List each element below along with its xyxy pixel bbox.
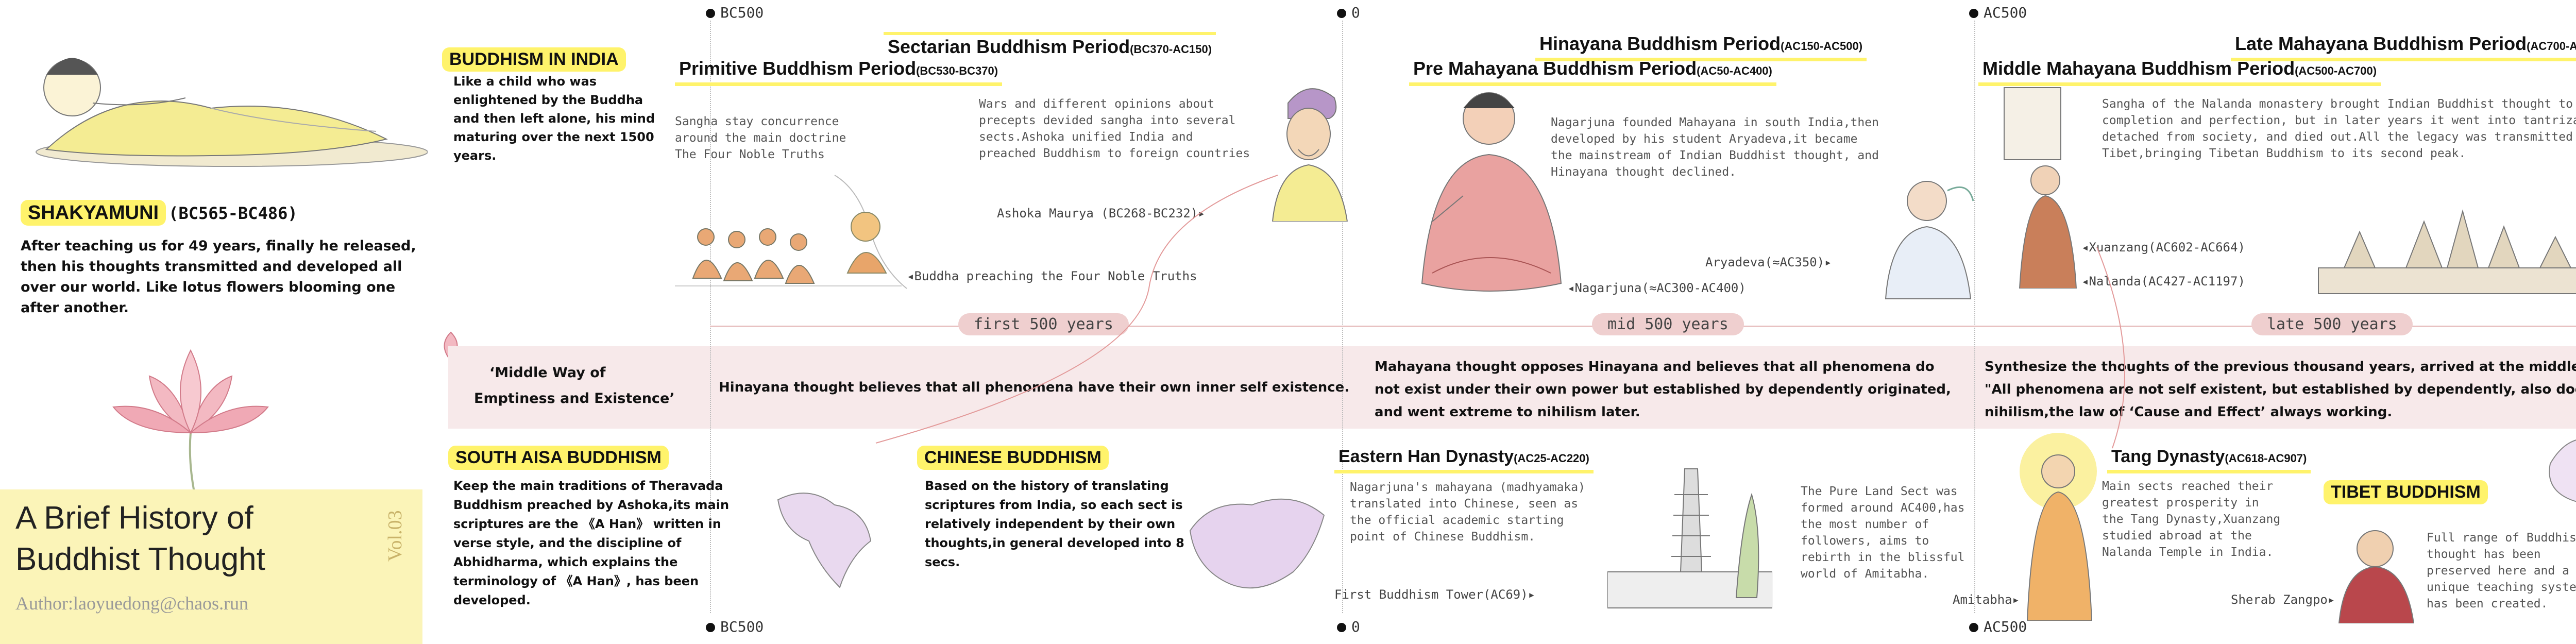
nagarjuna-illustration <box>1401 77 1577 299</box>
timeline-bottom-bc500: BC500 <box>706 618 764 635</box>
amitabha-illustration <box>2009 430 2107 621</box>
timeline-bottom-0: 0 <box>1337 618 1360 635</box>
shakyamuni-name: SHAKYAMUNI <box>21 200 166 226</box>
india-text: Like a child who was enlightened by the … <box>453 74 655 163</box>
tower-caption: First Buddhism Tower(AC69)▸ <box>1334 587 1536 602</box>
chinese-text: Based on the history of translating scri… <box>925 479 1184 569</box>
buddha-preaching-illustration <box>665 170 912 294</box>
ashoka-caption: Ashoka Maurya (BC268-BC232)▸ <box>997 206 1206 221</box>
middle-way-band <box>448 346 2576 429</box>
lotus-illustration <box>93 330 289 500</box>
nagarjuna-note: Nagarjuna founded Mahayana in south Indi… <box>1551 116 1879 179</box>
nalanda-caption: ◂Nalanda(AC427-AC1197) <box>2081 274 2245 289</box>
timeline-bottom-ac500: AC500 <box>1969 618 2027 635</box>
eastern-han-header: Eastern Han Dynasty(AC25-AC220) <box>1334 446 1594 473</box>
era-late: late 500 years <box>2251 313 2413 335</box>
shakyamuni-header: SHAKYAMUNI (BC565-BC486) <box>21 200 298 226</box>
period-primitive: Primitive Buddhism Period(BC530-BC370) <box>675 57 1003 86</box>
sherab-illustration <box>2329 520 2421 624</box>
period-late-mahayana: Late Mahayana Buddhism Period(AC700-AC10… <box>2231 32 2576 61</box>
ashoka-illustration <box>1257 72 1360 222</box>
south-asia-map <box>762 479 886 598</box>
sangha-note: Sangha stay concurrence around the main … <box>675 115 846 161</box>
india-label: BUDDHISM IN INDIA <box>442 47 626 72</box>
synthesize-thought: Synthesize the thoughts of the previous … <box>1985 359 2576 420</box>
tibet-label: TIBET BUDDHISM <box>2324 480 2488 504</box>
chinese-label: CHINESE BUDDHISM <box>917 446 1109 470</box>
tang-header: Tang Dynasty(AC618-AC907) <box>2107 446 2311 473</box>
eastern-han-text: Nagarjuna's mahayana (madhyamaka) transl… <box>1350 481 1585 544</box>
nalanda-note: Sangha of the Nalanda monastery brought … <box>2102 97 2576 160</box>
title-line-1: A Brief History of <box>15 500 253 536</box>
period-middle-mahayana: Middle Mahayana Buddhism Period(AC500-AC… <box>1978 57 2381 86</box>
period-pre-mahayana: Pre Mahayana Buddhism Period(AC50-AC400) <box>1409 57 1776 86</box>
south-asia-text: Keep the main traditions of Theravada Bu… <box>453 479 730 607</box>
middle-way-line-2: Emptiness and Existence’ <box>474 391 675 406</box>
era-mid: mid 500 years <box>1592 313 1744 335</box>
tang-text: Main sects reached their greatest prospe… <box>2102 480 2281 559</box>
divider-line-1 <box>710 21 711 613</box>
tibet-map <box>2535 417 2576 520</box>
shakyamuni-text: After teaching us for 49 years, finally … <box>21 238 416 316</box>
nagarjuna-caption: ◂Nagarjuna(≈AC300-AC400) <box>1567 281 1746 295</box>
china-map <box>1180 484 1334 603</box>
divider-line-3 <box>1974 21 1975 613</box>
author: Author:laoyuedong@chaos.run <box>15 593 249 614</box>
aryadeva-caption: Aryadeva(≈AC350)▸ <box>1705 255 1832 269</box>
pure-land-text: The Pure Land Sect was formed around AC4… <box>1801 485 1965 581</box>
reclining-buddha-illustration <box>15 21 428 175</box>
divider-line-2 <box>1342 21 1343 613</box>
title-panel: A Brief History of Buddhist Thought Auth… <box>0 489 422 644</box>
era-first: first 500 years <box>958 313 1129 335</box>
middle-way-line-1: ‘Middle Way of <box>489 365 606 381</box>
aryadeva-illustration <box>1870 170 1984 309</box>
mahayana-thought: Mahayana thought opposes Hinayana and be… <box>1375 359 1951 420</box>
timeline-top-ac500: AC500 <box>1969 4 2027 21</box>
amitabha-caption: Amitabha▸ <box>1953 592 2020 607</box>
xuanzang-illustration <box>1989 77 2092 289</box>
period-hinayana: Hinayana Buddhism Period(AC150-AC500) <box>1535 32 1867 61</box>
sherab-caption: Sherab Zangpo▸ <box>2231 592 2335 607</box>
title-line-2: Buddhist Thought <box>15 541 265 577</box>
xuanzang-caption: ◂Xuanzang(AC602-AC664) <box>2081 240 2245 255</box>
buddhism-tower-illustration <box>1607 464 1773 618</box>
south-asia-label: SOUTH AISA BUDDHISM <box>448 446 669 470</box>
timeline-top-0: 0 <box>1337 4 1360 21</box>
shakyamuni-dates: (BC565-BC486) <box>168 204 298 223</box>
tibet-text: Full range of Buddhist thought has been … <box>2427 531 2576 611</box>
wars-note: Wars and different opinions about precep… <box>979 97 1250 160</box>
nalanda-temple-illustration <box>2313 206 2576 299</box>
timeline-top-bc500: BC500 <box>706 4 764 21</box>
period-sectarian: Sectarian Buddhism Period(BC370-AC150) <box>884 32 1216 61</box>
